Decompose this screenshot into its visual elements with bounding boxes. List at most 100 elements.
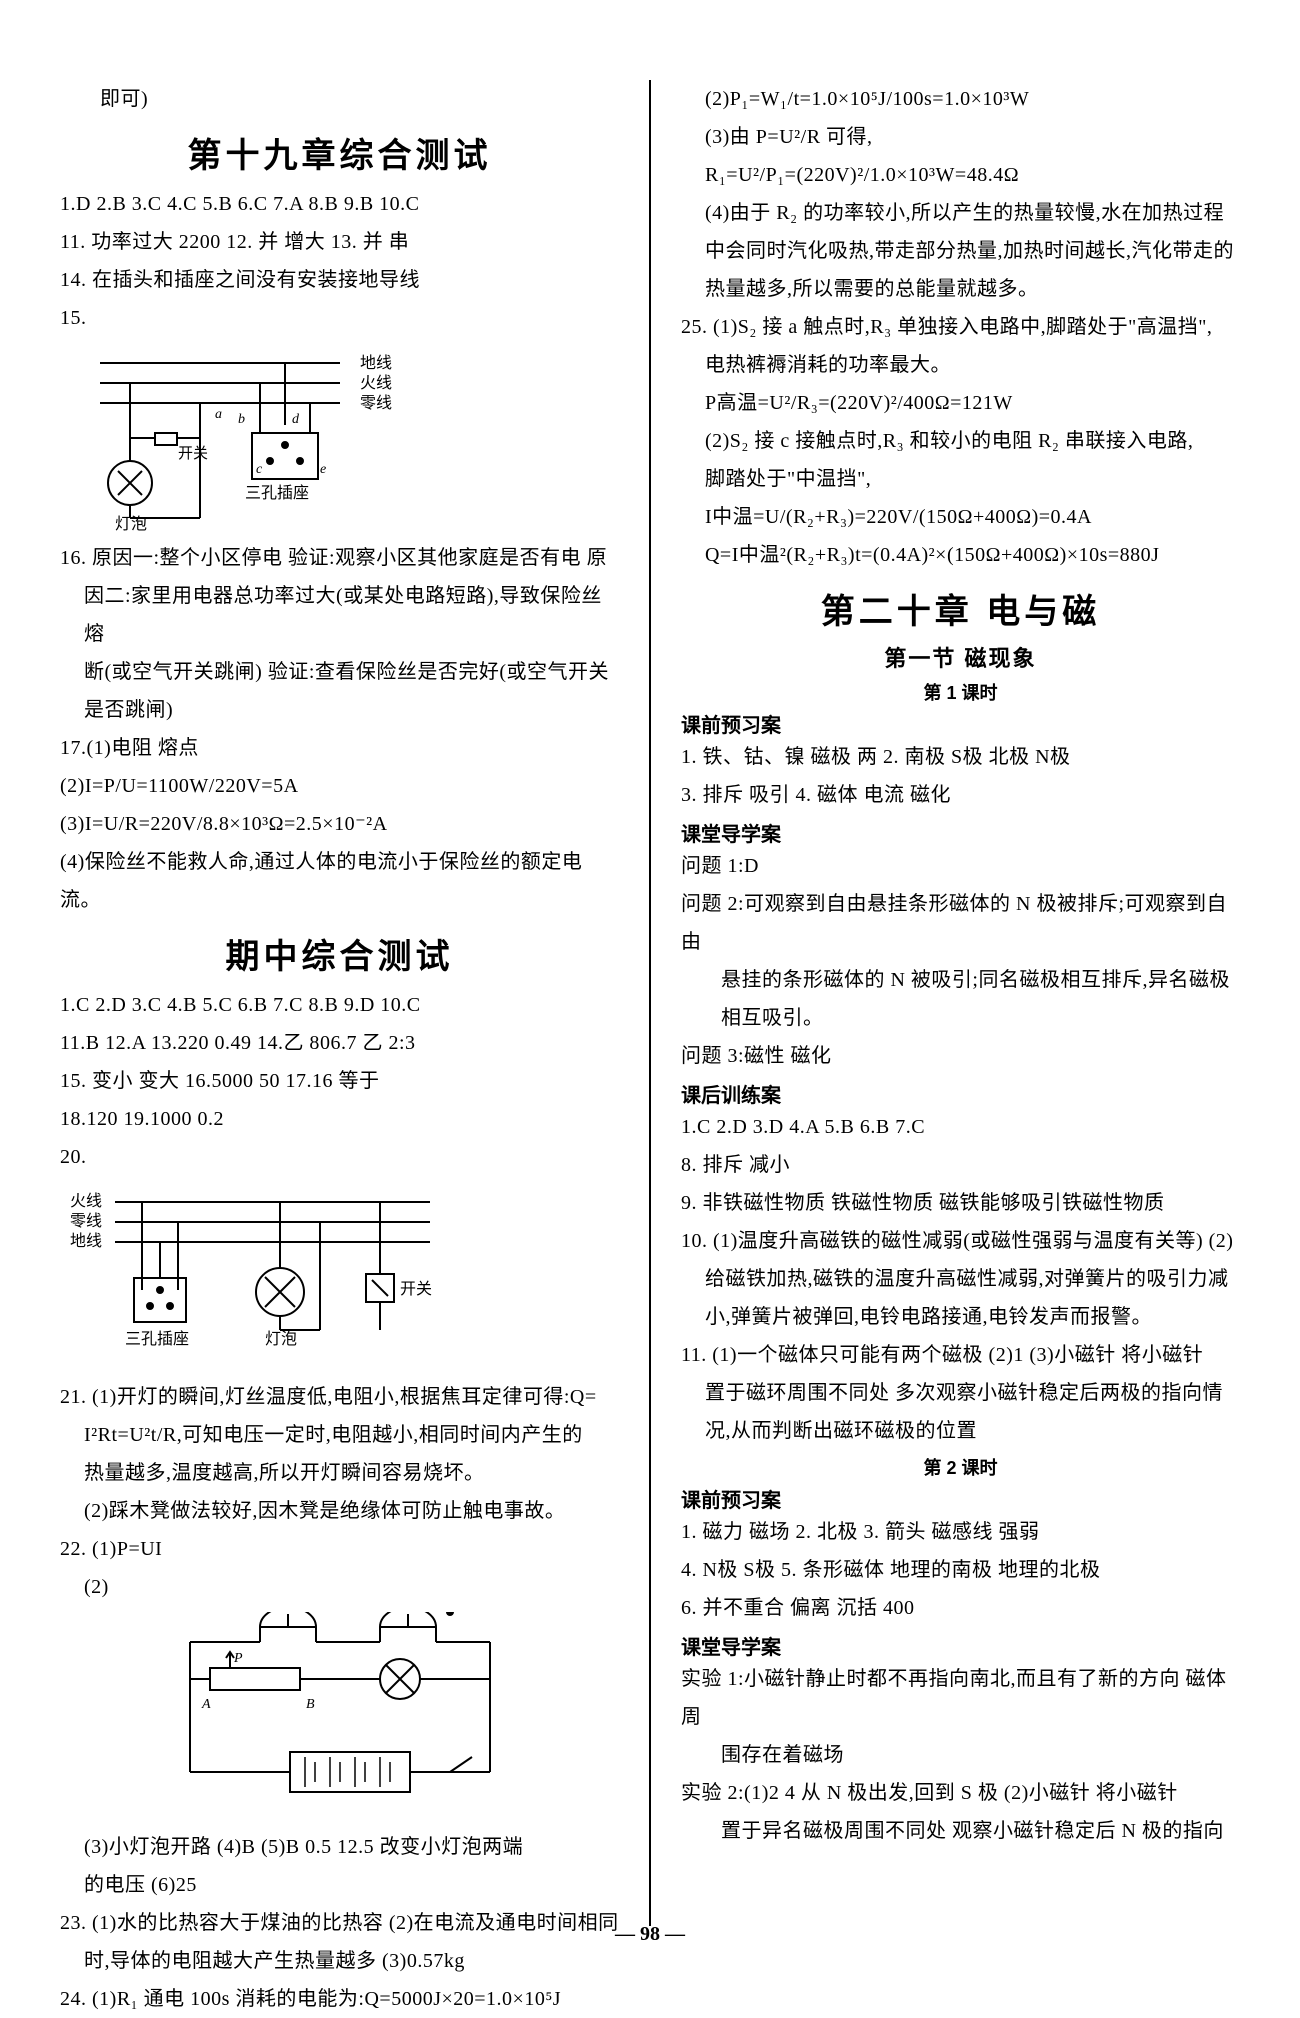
preclass-label: 课前预习案	[681, 709, 1240, 738]
formula-line: P高温=U²/R₃=(220V)²/400Ω=121W	[681, 384, 1240, 422]
answer-line: 18.120 19.1000 0.2	[60, 1100, 619, 1138]
svg-text:d: d	[292, 412, 300, 427]
formula-line: (3)由 P=U²/R 可得,	[681, 118, 1240, 156]
answer-line: (4)由于 R₂ 的功率较小,所以产生的热量较慢,水在加热过程	[681, 194, 1240, 232]
answer-line: 问题 2:可观察到自由悬挂条形磁体的 N 极被排斥;可观察到自由	[681, 885, 1240, 961]
midterm-heading: 期中综合测试	[60, 929, 619, 978]
inclass-label-2: 课堂导学案	[681, 1631, 1240, 1660]
answer-line: 10. (1)温度升高磁铁的磁性减弱(或磁性强弱与温度有关等) (2)	[681, 1222, 1240, 1260]
answer-line: 实验 1:小磁针静止时都不再指向南北,而且有了新的方向 磁体周	[681, 1660, 1240, 1736]
answer-line: 21. (1)开灯的瞬间,灯丝温度低,电阻小,根据焦耳定律可得:Q=	[60, 1378, 619, 1416]
answer-line: 断(或空气开关跳闸) 验证:查看保险丝是否完好(或空气开关	[60, 653, 619, 691]
answer-line: 时,导体的电阻越大产生热量越多 (3)0.57kg	[60, 1942, 619, 1980]
answer-line: 是否跳闸)	[60, 691, 619, 729]
left-column: 即可) 第十九章综合测试 1.D 2.B 3.C 4.C 5.B 6.C 7.A…	[60, 80, 619, 1926]
answer-line: (4)保险丝不能救人命,通过人体的电流小于保险丝的额定电流。	[60, 843, 619, 919]
answer-line: 14. 在插头和插座之间没有安装接地导线	[60, 261, 619, 299]
answer-line: 11. (1)一个磁体只可能有两个磁极 (2)1 (3)小磁针 将小磁针	[681, 1336, 1240, 1374]
answer-line: 1.C 2.D 3.C 4.B 5.C 6.B 7.C 8.B 9.D 10.C	[60, 986, 619, 1024]
svg-text:a: a	[215, 407, 222, 422]
postclass-label: 课后训练案	[681, 1079, 1240, 1108]
svg-text:b: b	[238, 412, 245, 427]
svg-text:e: e	[320, 462, 326, 477]
answer-line: 1.C 2.D 3.D 4.A 5.B 6.B 7.C	[681, 1108, 1240, 1146]
lesson-1-heading: 第 1 课时	[681, 679, 1240, 705]
answer-line: 热量越多,温度越高,所以开灯瞬间容易烧坏。	[60, 1454, 619, 1492]
answer-line: 1. 磁力 磁场 2. 北极 3. 箭头 磁感线 强弱	[681, 1513, 1240, 1551]
answer-line: 置于异名磁极周围不同处 观察小磁针稳定后 N 极的指向	[681, 1812, 1240, 1850]
formula-line: 22. (1)P=UI	[60, 1530, 619, 1568]
circuit-diagram-15: 地线 火线 零线 开关 灯泡	[60, 343, 619, 533]
answer-line: 16. 原因一:整个小区停电 验证:观察小区其他家庭是否有电 原	[60, 539, 619, 577]
answer-line: 实验 2:(1)2 4 从 N 极出发,回到 S 极 (2)小磁针 将小磁针	[681, 1774, 1240, 1812]
question-label: 15.	[60, 299, 619, 337]
answer-line: I²Rt=U²t/R,可知电压一定时,电阻越小,相同时间内产生的	[60, 1416, 619, 1454]
answer-line: 问题 1:D	[681, 847, 1240, 885]
svg-text:火线: 火线	[70, 1192, 102, 1210]
answer-line: 问题 3:磁性 磁化	[681, 1037, 1240, 1075]
answer-line: (2)踩木凳做法较好,因木凳是绝缘体可防止触电事故。	[60, 1492, 619, 1530]
circuit-diagram-20: 火线 零线 地线 三孔插座	[60, 1182, 619, 1372]
column-divider	[649, 80, 651, 1926]
svg-text:开关: 开关	[400, 1280, 432, 1298]
socket-label: 三孔插座	[245, 484, 309, 502]
answer-line: (3)小灯泡开路 (4)B (5)B 0.5 12.5 改变小灯泡两端	[60, 1828, 619, 1866]
svg-text:B: B	[306, 1697, 315, 1712]
answer-line: 热量越多,所以需要的总能量就越多。	[681, 270, 1240, 308]
inclass-label: 课堂导学案	[681, 818, 1240, 847]
answer-line: 8. 排斥 减小	[681, 1146, 1240, 1184]
chapter-20-heading: 第二十章 电与磁	[681, 584, 1240, 633]
live-label: 火线	[360, 374, 392, 392]
answer-line: 17.(1)电阻 熔点	[60, 729, 619, 767]
answer-line: 脚踏处于"中温挡",	[681, 460, 1240, 498]
answer-line: 小,弹簧片被弹回,电铃电路接通,电铃发声而报警。	[681, 1298, 1240, 1336]
right-column: (2)P₁=W₁/t=1.0×10⁵J/100s=1.0×10³W (3)由 P…	[681, 80, 1240, 1926]
answer-line: 11.B 12.A 13.220 0.49 14.乙 806.7 乙 2:3	[60, 1024, 619, 1062]
page-number: 98	[615, 1923, 685, 1946]
bulb-label: 灯泡	[115, 515, 147, 533]
svg-text:零线: 零线	[70, 1212, 102, 1230]
question-label: 20.	[60, 1138, 619, 1176]
answer-line: 3. 排斥 吸引 4. 磁体 电流 磁化	[681, 776, 1240, 814]
formula-line: R₁=U²/P₁=(220V)²/1.0×10³W=48.4Ω	[681, 156, 1240, 194]
svg-text:地线: 地线	[70, 1232, 102, 1250]
circuit-diagram-22: P A B	[60, 1612, 619, 1822]
answer-line: 况,从而判断出磁环磁极的位置	[681, 1412, 1240, 1450]
svg-text:c: c	[256, 462, 263, 477]
answer-line: 1.D 2.B 3.C 4.C 5.B 6.C 7.A 8.B 9.B 10.C	[60, 185, 619, 223]
neutral-label: 零线	[360, 394, 392, 412]
answer-line: 置于磁环周围不同处 多次观察小磁针稳定后两极的指向情	[681, 1374, 1240, 1412]
answer-line: (2)	[60, 1568, 619, 1606]
answer-line: 1. 铁、钴、镍 磁极 两 2. 南极 S极 北极 N极	[681, 738, 1240, 776]
answer-line: 9. 非铁磁性物质 铁磁性物质 磁铁能够吸引铁磁性物质	[681, 1184, 1240, 1222]
formula-line: (2)I=P/U=1100W/220V=5A	[60, 767, 619, 805]
svg-text:P: P	[233, 1651, 243, 1666]
section-1-heading: 第一节 磁现象	[681, 641, 1240, 673]
lesson-2-heading: 第 2 课时	[681, 1454, 1240, 1480]
formula-line: (2)P₁=W₁/t=1.0×10⁵J/100s=1.0×10³W	[681, 80, 1240, 118]
svg-text:A: A	[201, 1697, 211, 1712]
formula-line: I中温=U/(R₂+R₃)=220V/(150Ω+400Ω)=0.4A	[681, 498, 1240, 536]
text-fragment: 即可)	[60, 80, 619, 118]
answer-line: 4. N极 S极 5. 条形磁体 地理的南极 地理的北极	[681, 1551, 1240, 1589]
answer-line: 6. 并不重合 偏离 沉括 400	[681, 1589, 1240, 1627]
switch-label: 开关	[178, 445, 208, 462]
formula-line: Q=I中温²(R₂+R₃)t=(0.4A)²×(150Ω+400Ω)×10s=8…	[681, 536, 1240, 574]
answer-line: 电热裤褥消耗的功率最大。	[681, 346, 1240, 384]
answer-line: 11. 功率过大 2200 12. 并 增大 13. 并 串	[60, 223, 619, 261]
formula-line: (3)I=U/R=220V/8.8×10³Ω=2.5×10⁻²A	[60, 805, 619, 843]
answer-line: 悬挂的条形磁体的 N 被吸引;同名磁极相互排斥,异名磁极	[681, 961, 1240, 999]
svg-text:灯泡: 灯泡	[265, 1330, 297, 1348]
answer-line: 25. (1)S₂ 接 a 触点时,R₃ 单独接入电路中,脚踏处于"高温挡",	[681, 308, 1240, 346]
chapter-19-heading: 第十九章综合测试	[60, 128, 619, 177]
answer-line: 给磁铁加热,磁铁的温度升高磁性减弱,对弹簧片的吸引力减	[681, 1260, 1240, 1298]
preclass-label-2: 课前预习案	[681, 1484, 1240, 1513]
answer-line: 中会同时汽化吸热,带走部分热量,加热时间越长,汽化带走的	[681, 232, 1240, 270]
answer-line: 23. (1)水的比热容大于煤油的比热容 (2)在电流及通电时间相同	[60, 1904, 619, 1942]
ground-label: 地线	[360, 354, 392, 372]
answer-line: 因二:家里用电器总功率过大(或某处电路短路),导致保险丝熔	[60, 577, 619, 653]
answer-line: (2)S₂ 接 c 接触点时,R₃ 和较小的电阻 R₂ 串联接入电路,	[681, 422, 1240, 460]
formula-line: 24. (1)R₁ 通电 100s 消耗的电能为:Q=5000J×20=1.0×…	[60, 1980, 619, 2018]
svg-text:三孔插座: 三孔插座	[125, 1330, 189, 1348]
answer-line: 相互吸引。	[681, 999, 1240, 1037]
